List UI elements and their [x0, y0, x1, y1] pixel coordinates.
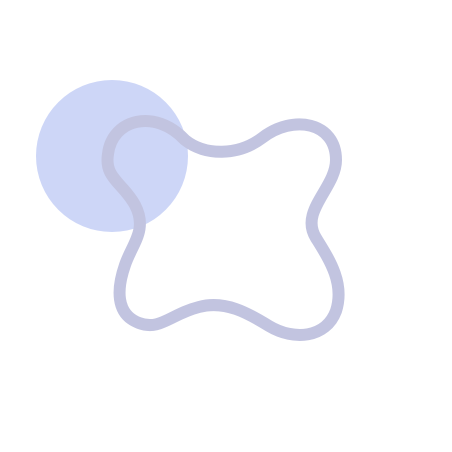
four-lobed-outline-shape	[101, 115, 345, 341]
